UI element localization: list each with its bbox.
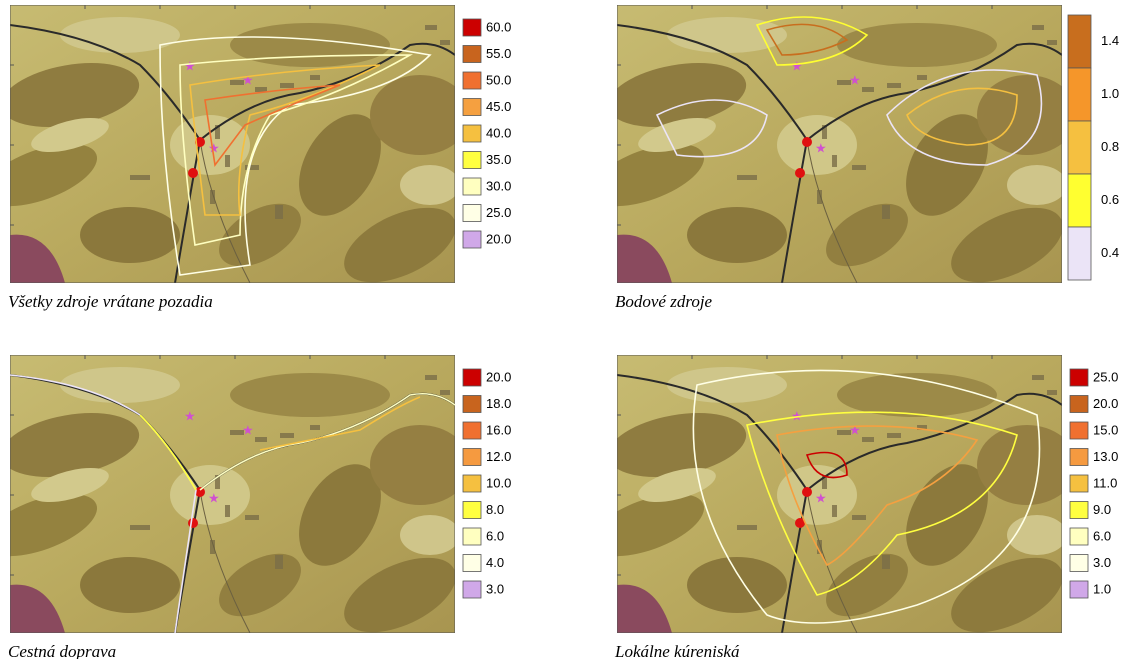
legend-swatch xyxy=(463,502,481,519)
legend-label: 0.6 xyxy=(1101,192,1119,207)
legend-swatch xyxy=(1068,174,1091,227)
legend-swatch xyxy=(1070,422,1088,439)
legend-swatch xyxy=(463,528,481,545)
legend-label: 0.8 xyxy=(1101,139,1119,154)
legend-swatch xyxy=(463,555,481,572)
legend-swatch xyxy=(463,19,481,36)
caption: Lokálne kúreniská xyxy=(614,642,740,659)
legend-swatch xyxy=(463,205,481,222)
legend-label: 25.0 xyxy=(1093,369,1118,384)
base-map xyxy=(0,5,470,298)
legend-label: 10.0 xyxy=(486,475,511,490)
legend-label: 16.0 xyxy=(486,422,511,437)
legend-swatch xyxy=(463,46,481,63)
legend-label: 3.0 xyxy=(486,581,504,596)
legend-swatch xyxy=(1070,555,1088,572)
legend-label: 3.0 xyxy=(1093,555,1111,570)
legend-swatch xyxy=(463,178,481,195)
legend-swatch xyxy=(1070,502,1088,519)
legend-swatch xyxy=(463,99,481,116)
legend-label: 60.0 xyxy=(486,19,511,34)
legend-swatch xyxy=(1070,396,1088,413)
legend-swatch xyxy=(1070,369,1088,386)
legend-label: 50.0 xyxy=(486,72,511,87)
legend-label: 45.0 xyxy=(486,99,511,114)
legend-label: 13.0 xyxy=(1093,449,1118,464)
caption: Bodové zdroje xyxy=(615,292,713,311)
legend-label: 12.0 xyxy=(486,449,511,464)
legend-label: 30.0 xyxy=(486,178,511,193)
legend-swatch xyxy=(463,72,481,89)
legend-label: 55.0 xyxy=(486,46,511,61)
legend-label: 11.0 xyxy=(1093,475,1117,490)
legend-swatch xyxy=(463,231,481,248)
legend-swatch xyxy=(1068,68,1091,121)
legend-swatch xyxy=(1068,227,1091,280)
map-panel xyxy=(0,355,470,648)
legend-label: 25.0 xyxy=(486,205,511,220)
legend-swatch xyxy=(1070,528,1088,545)
legend-label: 40.0 xyxy=(486,125,511,140)
legend-swatch xyxy=(463,152,481,169)
legend-label: 20.0 xyxy=(1093,396,1118,411)
legend-label: 1.4 xyxy=(1101,33,1119,48)
legend-swatch xyxy=(463,125,481,142)
legend-label: 15.0 xyxy=(1093,422,1118,437)
base-map xyxy=(0,355,470,648)
legend-label: 8.0 xyxy=(486,502,504,517)
legend-swatch xyxy=(463,369,481,386)
legend-label: 18.0 xyxy=(486,396,511,411)
legend-label: 1.0 xyxy=(1101,86,1119,101)
legend-label: 9.0 xyxy=(1093,502,1111,517)
legend-label: 20.0 xyxy=(486,369,511,384)
map-panel xyxy=(0,5,470,298)
legend-label: 1.0 xyxy=(1093,581,1111,596)
legend-label: 6.0 xyxy=(486,528,504,543)
legend-swatch xyxy=(1070,449,1088,466)
figure: ★ ★ ★ Všetky zdroje vrátane pozadia60.05… xyxy=(0,0,1128,659)
legend-swatch xyxy=(463,449,481,466)
legend-swatch xyxy=(1070,581,1088,598)
base-map xyxy=(582,355,1077,648)
legend-label: 6.0 xyxy=(1093,528,1111,543)
legend-swatch xyxy=(1070,475,1088,492)
legend-label: 4.0 xyxy=(486,555,504,570)
legend-swatch xyxy=(463,475,481,492)
legend-swatch xyxy=(463,396,481,413)
map-panel xyxy=(582,355,1077,648)
caption: Všetky zdroje vrátane pozadia xyxy=(8,292,213,311)
caption: Cestná doprava xyxy=(8,642,116,659)
legend-swatch xyxy=(1068,15,1091,68)
legend-label: 0.4 xyxy=(1101,245,1119,260)
legend-label: 20.0 xyxy=(486,231,511,246)
legend-swatch xyxy=(463,581,481,598)
legend-label: 35.0 xyxy=(486,152,511,167)
legend-swatch xyxy=(1068,121,1091,174)
base-map xyxy=(582,5,1077,298)
legend-swatch xyxy=(463,422,481,439)
map-panel xyxy=(582,5,1077,298)
